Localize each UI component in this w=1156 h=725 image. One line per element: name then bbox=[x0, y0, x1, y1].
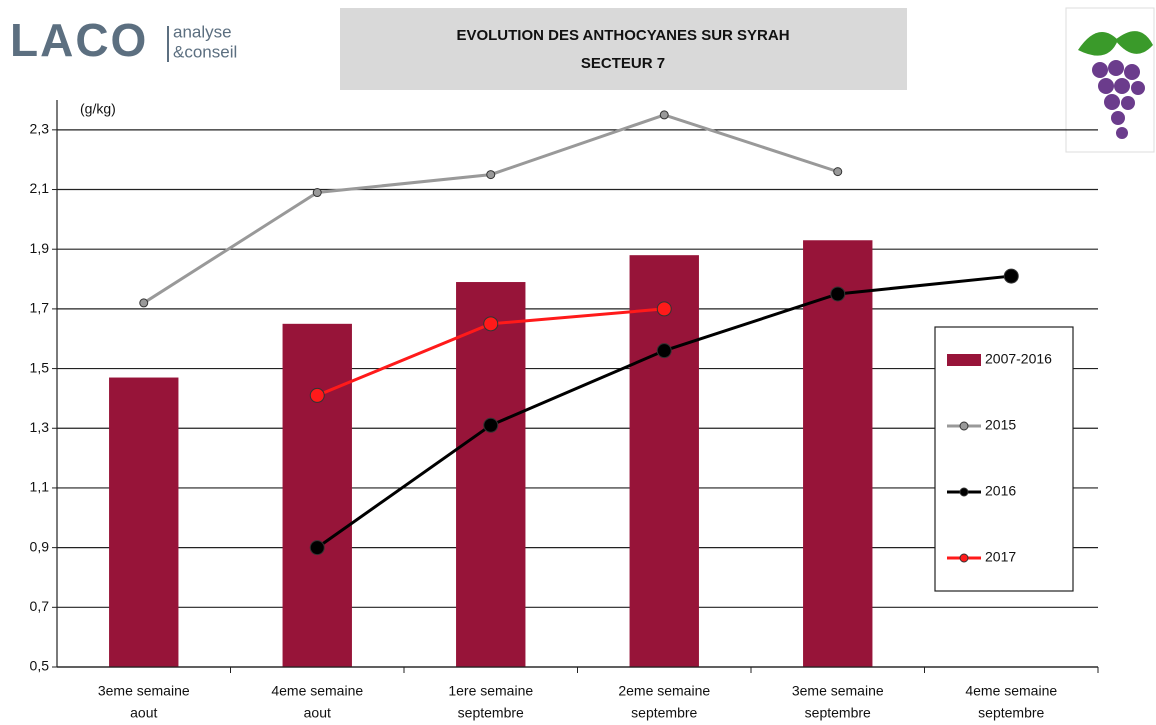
point bbox=[1004, 269, 1018, 283]
legend-swatch bbox=[947, 354, 981, 366]
legend-swatch bbox=[960, 488, 968, 496]
y-tick-label: 1,7 bbox=[30, 300, 50, 316]
logo: LACO bbox=[10, 14, 148, 66]
legend-swatch bbox=[960, 554, 968, 562]
point bbox=[660, 111, 668, 119]
point bbox=[310, 541, 324, 555]
bar bbox=[456, 282, 525, 667]
bar bbox=[283, 324, 352, 667]
point bbox=[831, 287, 845, 301]
x-tick-label: 1ere semaine bbox=[448, 683, 533, 699]
point bbox=[657, 302, 671, 316]
legend-swatch bbox=[960, 422, 968, 430]
y-tick-label: 1,3 bbox=[30, 419, 50, 435]
point bbox=[484, 317, 498, 331]
logo-tagline: analyse bbox=[173, 22, 232, 41]
legend-label: 2015 bbox=[985, 417, 1016, 433]
x-tick-label: aout bbox=[304, 705, 331, 721]
point bbox=[834, 168, 842, 176]
x-tick-label: septembre bbox=[805, 705, 871, 721]
bar bbox=[630, 255, 699, 667]
x-tick-label: aout bbox=[130, 705, 157, 721]
legend-label: 2007-2016 bbox=[985, 351, 1052, 367]
legend-label: 2016 bbox=[985, 483, 1016, 499]
point bbox=[657, 344, 671, 358]
y-tick-label: 1,5 bbox=[30, 359, 50, 375]
x-tick-label: 3eme semaine bbox=[792, 683, 884, 699]
x-tick-label: 4eme semaine bbox=[965, 683, 1057, 699]
y-tick-label: 2,3 bbox=[30, 121, 50, 137]
chart: LACO analyse &conseil EVOLUTION DES ANTH… bbox=[0, 0, 1156, 725]
x-tick-label: 2eme semaine bbox=[618, 683, 710, 699]
x-tick-label: septembre bbox=[978, 705, 1044, 721]
point bbox=[140, 299, 148, 307]
point bbox=[487, 171, 495, 179]
y-tick-label: 0,7 bbox=[30, 598, 50, 614]
y-tick-label: 1,9 bbox=[30, 240, 50, 256]
bar bbox=[109, 378, 178, 667]
x-tick-label: septembre bbox=[458, 705, 524, 721]
bar bbox=[803, 240, 872, 667]
x-tick-label: septembre bbox=[631, 705, 697, 721]
chart-title: EVOLUTION DES ANTHOCYANES SUR SYRAH bbox=[456, 27, 789, 44]
line bbox=[144, 115, 838, 303]
legend-label: 2017 bbox=[985, 549, 1016, 565]
logo-tagline: &conseil bbox=[173, 42, 237, 61]
x-tick-label: 3eme semaine bbox=[98, 683, 190, 699]
y-tick-label: 0,9 bbox=[30, 538, 50, 554]
point bbox=[310, 388, 324, 402]
y-axis-label: (g/kg) bbox=[80, 101, 116, 117]
y-tick-label: 1,1 bbox=[30, 479, 50, 495]
y-tick-label: 2,1 bbox=[30, 180, 50, 196]
chart-subtitle: SECTEUR 7 bbox=[581, 55, 665, 72]
point bbox=[484, 418, 498, 432]
title-box bbox=[340, 8, 907, 90]
x-tick-label: 4eme semaine bbox=[271, 683, 363, 699]
y-tick-label: 0,5 bbox=[30, 658, 50, 674]
point bbox=[313, 189, 321, 197]
